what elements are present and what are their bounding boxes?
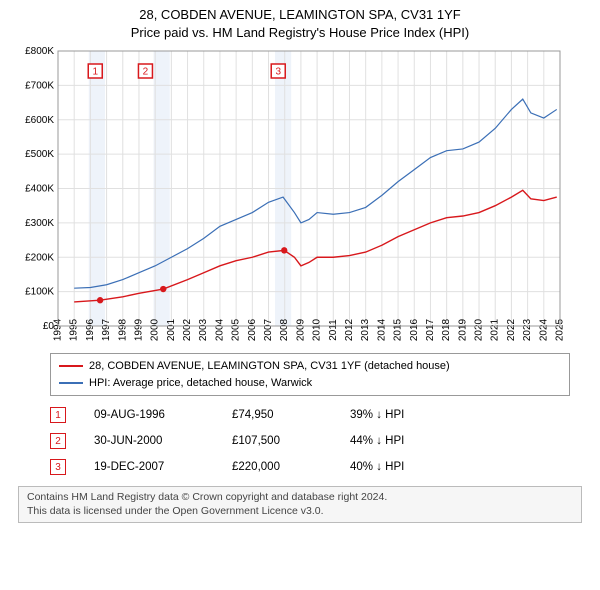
y-tick-label: £300K [25, 218, 54, 229]
transaction-marker-number: 1 [92, 67, 98, 78]
x-tick-label: 2003 [198, 319, 209, 342]
x-tick-label: 2024 [538, 319, 549, 342]
transaction-marker: 3 [50, 459, 66, 475]
legend-swatch [59, 382, 83, 384]
x-tick-label: 1997 [101, 319, 112, 342]
transaction-marker: 2 [50, 433, 66, 449]
legend-label: 28, COBDEN AVENUE, LEAMINGTON SPA, CV31 … [89, 358, 450, 375]
title-address: 28, COBDEN AVENUE, LEAMINGTON SPA, CV31 … [0, 6, 600, 24]
legend-swatch [59, 365, 83, 367]
footer-line-2: This data is licensed under the Open Gov… [27, 505, 573, 519]
x-tick-label: 2018 [441, 319, 452, 342]
x-tick-label: 2017 [425, 319, 436, 342]
legend-label: HPI: Average price, detached house, Warw… [89, 375, 312, 392]
y-tick-label: £500K [25, 149, 54, 160]
x-tick-label: 2010 [312, 319, 323, 342]
price-chart-svg: £0£100K£200K£300K£400K£500K£600K£700K£80… [12, 47, 572, 347]
transaction-diff: 44% ↓ HPI [350, 435, 460, 447]
transaction-marker-number: 3 [275, 67, 281, 78]
legend-box: 28, COBDEN AVENUE, LEAMINGTON SPA, CV31 … [50, 353, 570, 396]
transaction-diff: 39% ↓ HPI [350, 409, 460, 421]
attribution-footer: Contains HM Land Registry data © Crown c… [18, 486, 582, 523]
series-price_paid [74, 190, 557, 302]
transaction-price: £107,500 [232, 435, 322, 447]
x-tick-label: 2007 [263, 319, 274, 342]
chart-area: £0£100K£200K£300K£400K£500K£600K£700K£80… [12, 47, 582, 347]
x-tick-label: 2020 [474, 319, 485, 342]
transaction-date: 09-AUG-1996 [94, 409, 204, 421]
x-tick-label: 2016 [409, 319, 420, 342]
transaction-date: 19-DEC-2007 [94, 461, 204, 473]
y-tick-label: £700K [25, 80, 54, 91]
x-tick-label: 2015 [393, 319, 404, 342]
x-tick-label: 2011 [328, 319, 339, 341]
transaction-marker: 1 [50, 407, 66, 423]
x-tick-label: 2019 [457, 319, 468, 342]
transaction-row: 2 30-JUN-2000 £107,500 44% ↓ HPI [50, 428, 600, 454]
x-tick-label: 2009 [295, 319, 306, 342]
transaction-row: 3 19-DEC-2007 £220,000 40% ↓ HPI [50, 454, 600, 480]
y-tick-label: £100K [25, 287, 54, 298]
transaction-date: 30-JUN-2000 [94, 435, 204, 447]
transaction-diff: 40% ↓ HPI [350, 461, 460, 473]
x-tick-label: 2021 [490, 319, 501, 342]
transaction-point [281, 247, 287, 253]
x-tick-label: 2012 [344, 319, 355, 342]
x-tick-label: 2014 [376, 319, 387, 342]
title-subtitle: Price paid vs. HM Land Registry's House … [0, 24, 600, 42]
transactions-table: 1 09-AUG-1996 £74,950 39% ↓ HPI 2 30-JUN-2000… [50, 402, 600, 480]
x-tick-label: 2023 [522, 319, 533, 342]
legend-row: 28, COBDEN AVENUE, LEAMINGTON SPA, CV31 … [59, 358, 561, 375]
x-tick-label: 2002 [182, 319, 193, 342]
y-tick-label: £200K [25, 252, 54, 263]
x-tick-label: 2006 [247, 319, 258, 342]
footer-line-1: Contains HM Land Registry data © Crown c… [27, 491, 573, 505]
legend-row: HPI: Average price, detached house, Warw… [59, 375, 561, 392]
transaction-point [160, 286, 166, 292]
x-tick-label: 2013 [360, 319, 371, 342]
series-hpi [74, 99, 557, 288]
x-tick-label: 1998 [117, 319, 128, 342]
x-tick-label: 2005 [231, 319, 242, 342]
transaction-marker-number: 2 [143, 67, 149, 78]
x-tick-label: 1995 [69, 319, 80, 342]
transaction-price: £74,950 [232, 409, 322, 421]
transaction-point [97, 297, 103, 303]
chart-titles: 28, COBDEN AVENUE, LEAMINGTON SPA, CV31 … [0, 0, 600, 41]
y-tick-label: £600K [25, 115, 54, 126]
x-tick-label: 2008 [279, 319, 290, 342]
y-tick-label: £800K [25, 47, 54, 57]
x-tick-label: 2000 [150, 319, 161, 342]
x-tick-label: 1999 [133, 319, 144, 342]
x-tick-label: 2001 [166, 319, 177, 342]
x-tick-label: 2022 [506, 319, 517, 342]
x-tick-label: 1996 [85, 319, 96, 342]
transaction-price: £220,000 [232, 461, 322, 473]
y-tick-label: £400K [25, 184, 54, 195]
transaction-row: 1 09-AUG-1996 £74,950 39% ↓ HPI [50, 402, 600, 428]
x-tick-label: 2004 [214, 319, 225, 342]
